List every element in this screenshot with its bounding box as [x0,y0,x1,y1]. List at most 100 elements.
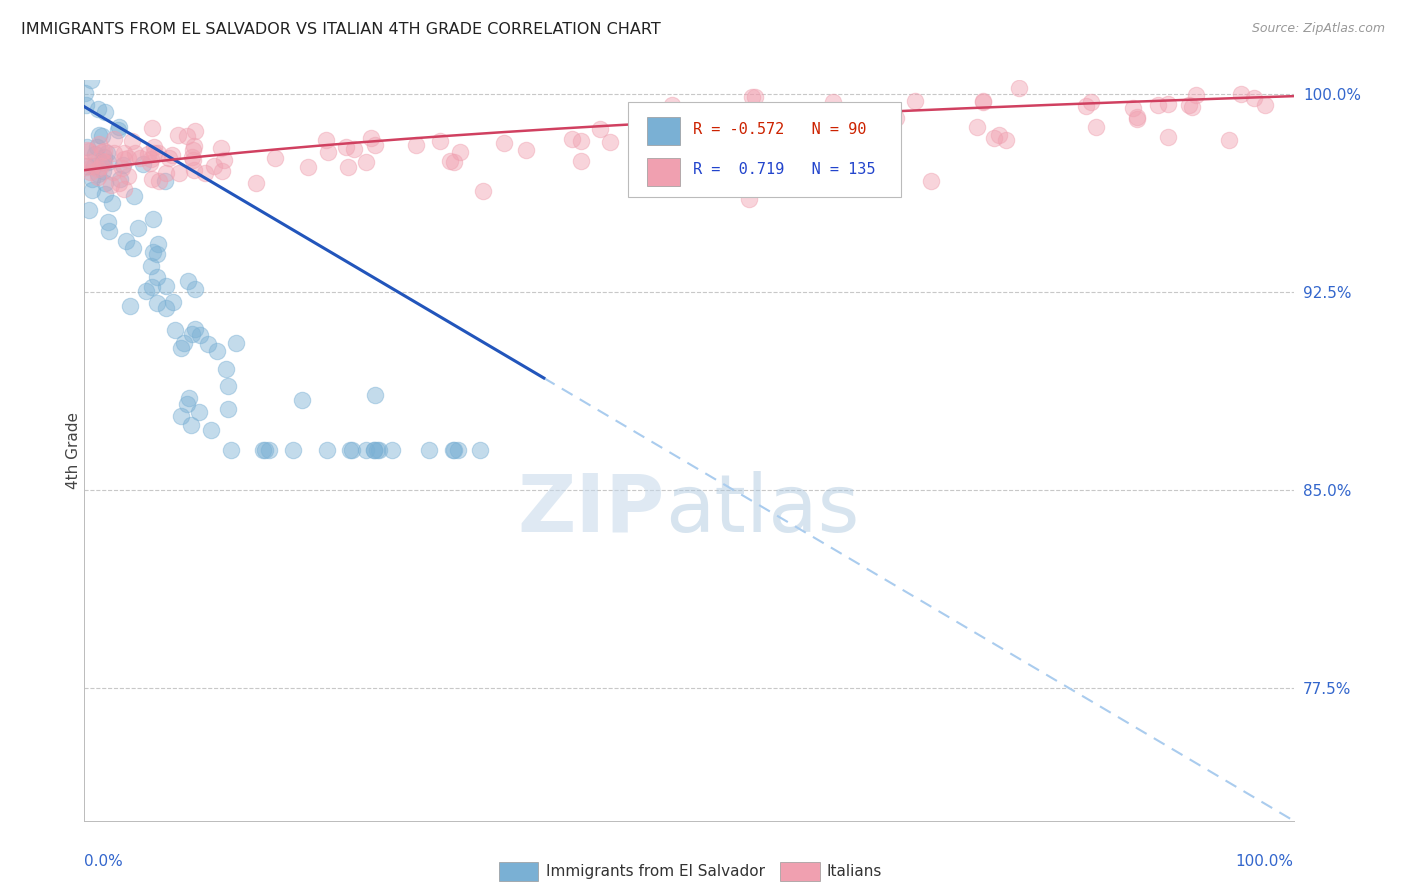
Point [79,145,101,159]
Point [142,211,165,226]
Point [1126,112,1149,127]
Point [148,174,170,188]
Text: ZIP: ZIP [517,471,665,549]
Point [405,138,427,153]
Point [472,185,495,199]
Point [184,281,207,295]
Point [117,169,139,184]
Point [94,104,117,119]
Point [695,113,717,128]
Point [103,145,125,160]
Point [702,125,724,139]
Point [93,155,115,169]
Point [76,140,98,154]
Point [983,130,1005,145]
Point [107,122,129,136]
Point [443,443,465,458]
Point [136,147,159,161]
Point [316,145,339,160]
Point [1085,120,1108,135]
Point [772,116,794,130]
Point [103,131,125,145]
Point [363,443,385,458]
Point [429,134,451,148]
Point [360,131,382,145]
Point [80,159,103,173]
Point [683,137,706,152]
Point [849,127,872,141]
Point [127,221,149,235]
Point [117,151,139,165]
Point [91,145,114,159]
Point [706,132,728,146]
Point [75,87,97,101]
Point [75,160,97,174]
Point [695,133,717,147]
Point [291,393,314,408]
Point [157,151,180,165]
Point [132,156,155,170]
Point [709,129,731,144]
Point [204,159,226,173]
Point [94,176,117,190]
Point [599,136,621,150]
Point [741,89,763,103]
Point [627,136,650,150]
Point [209,141,232,155]
Point [170,341,193,355]
Point [181,153,204,167]
Point [515,143,537,157]
Point [728,126,751,140]
Point [439,153,461,168]
Point [155,301,177,315]
Point [254,443,277,458]
Point [75,98,97,112]
Point [87,136,110,151]
Point [141,280,163,294]
Point [217,401,239,416]
Point [714,129,737,144]
Point [994,133,1017,147]
Bar [647,158,681,186]
Bar [647,118,681,145]
Point [97,224,120,238]
Point [77,203,100,218]
Point [83,159,105,173]
Point [91,154,114,169]
Point [340,443,363,458]
Text: R =  0.719   N = 135: R = 0.719 N = 135 [693,161,875,177]
Point [155,279,177,293]
Point [315,133,337,147]
Point [183,139,205,153]
FancyBboxPatch shape [628,103,901,197]
Point [129,151,152,165]
Point [200,423,222,437]
Point [115,234,138,248]
Point [97,215,120,229]
Point [77,155,100,169]
Point [122,240,145,254]
Point [336,160,359,174]
Point [1218,133,1240,147]
Point [675,143,697,157]
Y-axis label: 4th Grade: 4th Grade [66,412,80,489]
Point [339,443,361,458]
Point [91,164,114,178]
Point [173,336,195,351]
Point [217,378,239,392]
Point [135,285,157,299]
Point [492,136,515,150]
Point [441,443,464,458]
Point [561,131,583,145]
Point [1076,99,1098,113]
Point [806,118,828,132]
Point [354,443,377,458]
Point [443,155,465,169]
Point [972,95,994,110]
Point [122,189,145,203]
Point [778,109,800,123]
Point [354,154,377,169]
Point [668,120,690,135]
Point [796,114,818,128]
Point [93,150,115,164]
